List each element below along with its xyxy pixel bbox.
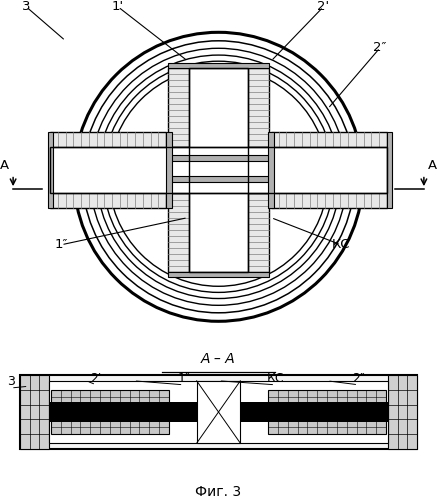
Bar [189,68,248,272]
Text: 3: 3 [7,375,15,388]
Bar [50,147,387,193]
Text: 2': 2' [90,372,102,385]
Text: КС: КС [332,238,350,252]
Bar [168,182,269,272]
Bar [168,62,269,68]
Text: 2': 2' [317,0,329,14]
Bar [168,156,269,161]
Bar [49,381,388,443]
Bar [189,68,248,272]
Bar [388,375,417,449]
Text: А: А [0,158,9,172]
Bar [50,147,387,193]
Text: Фиг. 3: Фиг. 3 [195,485,242,499]
Text: 1″: 1″ [177,372,190,385]
Bar [168,176,269,182]
Bar [271,132,387,208]
Bar [166,132,171,208]
Bar [268,414,386,434]
Text: 1': 1' [112,0,124,14]
Text: 3: 3 [22,0,31,14]
Text: 2″: 2″ [352,372,364,385]
Bar [268,390,386,410]
Text: А – А: А – А [201,352,236,366]
Bar [387,132,392,208]
Bar [49,402,388,421]
Bar [20,375,417,449]
Bar [240,402,388,421]
Text: 2″: 2″ [374,41,387,54]
Bar [50,132,166,208]
Bar [49,402,197,421]
Text: А: А [428,158,437,172]
Text: 1″: 1″ [55,238,68,252]
Bar [20,375,49,449]
Text: КС: КС [267,372,284,385]
Bar [48,132,53,208]
Bar [197,381,240,443]
Bar [51,390,169,410]
Bar [51,414,169,434]
Bar [168,68,269,158]
Bar [268,132,274,208]
Bar [168,272,269,278]
